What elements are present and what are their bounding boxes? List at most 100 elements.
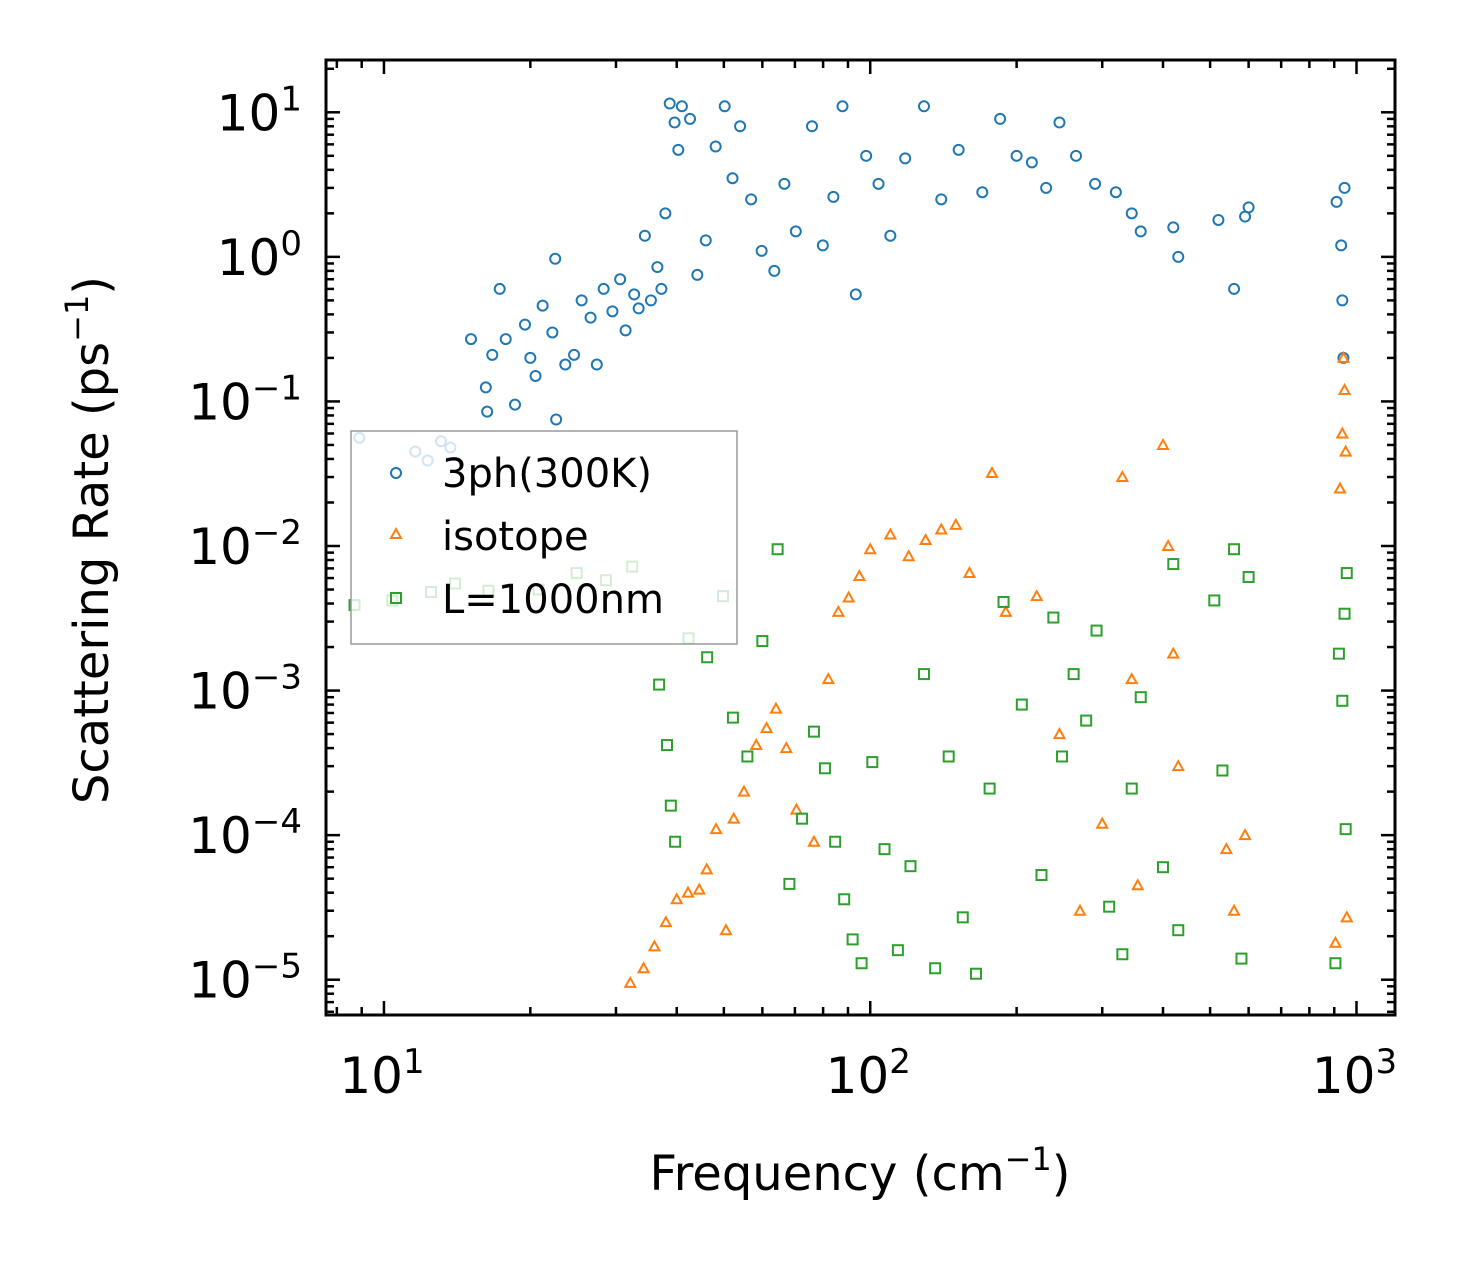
- data-point-1-48: [1336, 350, 1351, 363]
- data-point-0-17: [549, 252, 562, 265]
- data-point-0-67: [1040, 181, 1053, 194]
- y-tick-label-3: 10−2: [188, 513, 302, 576]
- data-point-0-38: [675, 100, 688, 113]
- data-point-2-25: [838, 893, 851, 906]
- legend-box: [350, 430, 738, 645]
- data-point-0-62: [952, 143, 965, 156]
- data-point-2-31: [904, 860, 917, 873]
- data-point-1-26: [934, 522, 948, 535]
- data-point-1-43: [1227, 903, 1241, 916]
- data-point-0-36: [668, 116, 681, 129]
- data-point-0-74: [1167, 221, 1180, 234]
- data-point-0-68: [1053, 116, 1066, 129]
- data-point-1-46: [1333, 481, 1347, 494]
- x-tick-label-2: 103: [1312, 1042, 1397, 1105]
- data-point-2-55: [1228, 543, 1241, 556]
- data-point-0-13: [524, 351, 537, 364]
- data-point-1-38: [1156, 437, 1170, 450]
- data-point-2-62: [1339, 823, 1352, 836]
- data-point-0-64: [994, 112, 1007, 125]
- data-point-1-34: [1095, 816, 1109, 829]
- data-point-0-80: [1330, 195, 1343, 208]
- data-point-0-21: [575, 294, 588, 307]
- legend-marker-triangle-icon: [389, 526, 403, 539]
- data-point-2-57: [1242, 571, 1255, 584]
- data-point-2-19: [771, 543, 784, 556]
- data-point-1-4: [670, 892, 684, 905]
- data-point-1-41: [1171, 759, 1185, 772]
- data-point-1-45: [1328, 935, 1343, 948]
- data-point-2-41: [1047, 611, 1060, 624]
- data-point-0-12: [518, 318, 531, 331]
- data-point-2-58: [1329, 957, 1342, 970]
- data-point-1-12: [749, 737, 763, 751]
- data-point-0-57: [872, 177, 885, 190]
- data-point-0-56: [860, 149, 873, 162]
- data-point-2-63: [1340, 567, 1353, 580]
- data-point-0-46: [745, 193, 758, 206]
- y-tick-label-1: 10−4: [188, 802, 302, 865]
- data-point-0-50: [789, 225, 802, 238]
- data-point-0-23: [590, 358, 603, 371]
- data-point-0-54: [836, 100, 849, 113]
- data-point-1-24: [902, 549, 916, 562]
- y-tick-label-0: 10−5: [188, 947, 302, 1010]
- data-point-2-17: [741, 750, 754, 763]
- data-point-0-53: [827, 190, 840, 203]
- data-point-1-13: [759, 721, 774, 734]
- data-point-2-60: [1336, 694, 1349, 707]
- legend-label-isotope: isotope: [442, 514, 589, 560]
- data-point-0-40: [691, 268, 704, 281]
- data-point-2-39: [1015, 698, 1028, 711]
- data-point-0-47: [755, 244, 768, 257]
- y-axis-label: Scattering Rate (ps−1): [58, 276, 120, 804]
- legend-marker-square-icon: [390, 592, 402, 604]
- data-point-0-60: [918, 100, 931, 113]
- data-point-0-7: [481, 405, 494, 418]
- data-point-2-16: [726, 711, 739, 724]
- data-point-1-49: [1337, 382, 1352, 395]
- data-point-0-29: [632, 302, 645, 315]
- data-point-1-50: [1338, 444, 1353, 457]
- data-point-2-28: [866, 756, 879, 769]
- data-point-1-35: [1115, 469, 1130, 483]
- data-point-1-37: [1131, 878, 1145, 891]
- data-point-1-29: [985, 465, 999, 478]
- data-point-0-76: [1212, 213, 1225, 226]
- data-point-0-55: [849, 288, 862, 301]
- data-point-1-31: [1030, 589, 1044, 602]
- data-point-2-34: [942, 750, 955, 763]
- data-point-0-9: [493, 282, 506, 295]
- legend-item-boundary: L=1000nm: [390, 577, 664, 623]
- data-point-0-31: [644, 294, 657, 307]
- data-point-1-3: [659, 915, 673, 928]
- data-point-1-30: [999, 604, 1013, 617]
- data-point-2-20: [783, 877, 796, 890]
- data-point-2-9: [653, 678, 666, 691]
- data-point-2-56: [1235, 952, 1248, 965]
- data-point-2-12: [669, 835, 682, 848]
- legend: 3ph(300K) isotope L=1000nm: [350, 430, 738, 645]
- data-point-0-75: [1172, 250, 1185, 263]
- data-point-1-20: [841, 590, 856, 603]
- data-point-1-18: [821, 672, 836, 685]
- data-point-2-46: [1103, 900, 1116, 913]
- data-point-2-48: [1125, 782, 1138, 795]
- data-point-1-2: [647, 939, 662, 952]
- data-point-1-32: [1052, 727, 1067, 740]
- data-point-0-25: [606, 305, 619, 318]
- data-point-1-39: [1161, 538, 1175, 552]
- plot-frame: [324, 58, 1397, 1017]
- data-point-1-42: [1219, 842, 1234, 855]
- data-point-2-26: [846, 933, 859, 946]
- data-point-2-42: [1056, 750, 1069, 763]
- data-point-1-33: [1073, 903, 1087, 916]
- data-point-1-21: [852, 568, 867, 582]
- data-point-0-58: [884, 229, 897, 242]
- data-point-2-37: [983, 782, 996, 795]
- data-point-2-61: [1338, 607, 1351, 620]
- data-point-0-70: [1089, 177, 1102, 190]
- data-point-0-33: [655, 282, 668, 295]
- data-point-2-45: [1090, 624, 1103, 637]
